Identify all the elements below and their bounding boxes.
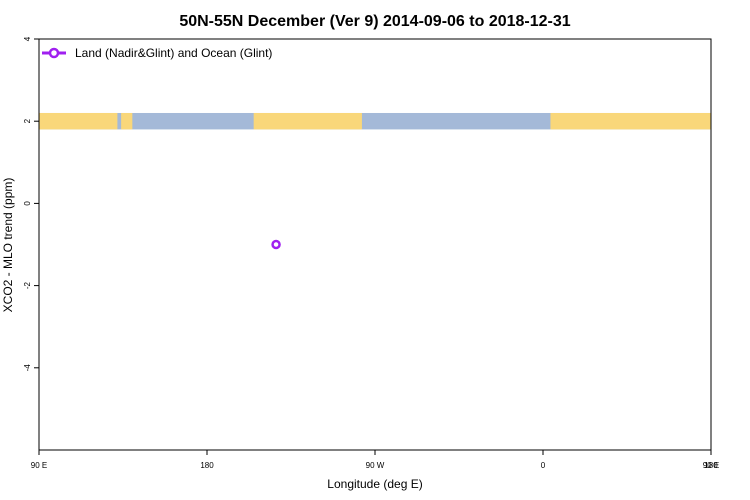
- x-tick-label: 90 W: [366, 461, 385, 470]
- x-tick-label: 180: [704, 461, 718, 470]
- data-point: [271, 239, 281, 250]
- land-segment: [550, 112, 711, 130]
- y-axis: 4 2 0 -2 -4: [23, 36, 39, 371]
- x-tick-label: 90 E: [31, 461, 47, 470]
- y-tick-label: 2: [23, 118, 32, 123]
- legend: Land (Nadir&Glint) and Ocean (Glint): [42, 46, 272, 60]
- legend-label: Land (Nadir&Glint) and Ocean (Glint): [75, 46, 272, 60]
- y-tick-label: -2: [23, 281, 32, 289]
- y-tick-label: -4: [23, 364, 32, 372]
- x-axis-label: Longitude (deg E): [327, 477, 422, 491]
- x-tick-label: 180: [200, 461, 214, 470]
- land-segment: [39, 112, 118, 130]
- ocean-band: [39, 112, 711, 130]
- x-tick-label: 90 E: [703, 461, 719, 470]
- plot-area: [39, 112, 711, 250]
- y-axis-label: XCO2 - MLO trend (ppm): [1, 178, 15, 313]
- land-segment: [253, 112, 362, 130]
- chart-title: 50N-55N December (Ver 9) 2014-09-06 to 2…: [179, 13, 570, 30]
- land-segment: [121, 112, 133, 130]
- legend-marker: [48, 47, 60, 59]
- y-tick-label: 0: [23, 201, 32, 206]
- x-tick-label: 0: [541, 461, 546, 470]
- y-tick-label: 4: [23, 36, 32, 41]
- plot-frame: [38, 38, 712, 451]
